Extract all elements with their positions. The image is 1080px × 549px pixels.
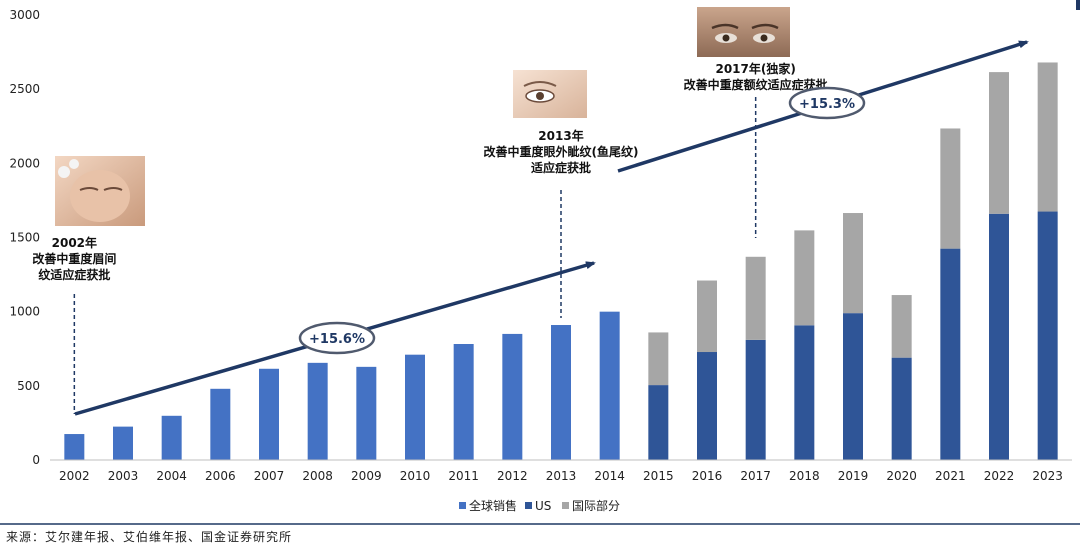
x-tick-label: 2020 [886,469,917,483]
x-tick-label: 2009 [351,469,382,483]
y-tick-label: 2500 [9,82,40,96]
bar-global-sales [210,388,231,460]
bar-us [648,385,669,460]
y-tick-label: 1000 [9,305,40,319]
x-tick-label: 2012 [497,469,528,483]
annotation-2013-line: 适应症获批 [531,160,591,175]
x-tick-label: 2016 [692,469,723,483]
y-tick-label: 3000 [9,8,40,22]
x-tick-label: 2010 [400,469,431,483]
x-tick-label: 2014 [594,469,625,483]
annotation-2002-line: 改善中重度眉间 [32,251,116,266]
x-tick-label: 2003 [108,469,139,483]
x-axis: 2002 2003 2004 2006 2007 2008 2009 2010 2011 2012… [50,459,1072,483]
legend-label-us: US [535,499,551,513]
annotation-2002-line: 纹适应症获批 [38,267,110,282]
face-photo-2013 [513,70,587,118]
x-tick-label: 2019 [838,469,869,483]
bar-global-sales [307,362,328,460]
legend-swatch-global [459,502,466,509]
source-note: 来源：艾尔建年报、艾伯维年报、国金证券研究所 [6,530,293,544]
bar-international [745,256,766,340]
bar-global-sales [599,311,620,460]
annotation-2017-line: 改善中重度额纹适应症获批 [684,77,828,92]
bar-us [940,248,961,460]
y-axis: 0 500 1000 1500 2000 2500 3000 [9,8,40,467]
bar-international [989,72,1009,214]
growth-badge-1: +15.6% [298,321,376,355]
x-tick-label: 2002 [59,469,90,483]
x-tick-label: 2004 [156,469,187,483]
annotation-2013-line: 2013年 [538,128,583,143]
x-tick-label: 2013 [546,469,577,483]
bar-global-sales [356,366,377,460]
bar-global-sales [64,434,85,460]
bar-us [1037,211,1058,460]
x-tick-label: 2021 [935,469,966,483]
legend-swatch-intl [562,502,569,509]
bar-us [794,325,815,460]
bar-us [745,339,766,460]
growth-label-2: +15.3% [799,97,855,112]
x-tick-label: 2022 [984,469,1015,483]
bar-global-sales [551,325,571,460]
y-tick-label: 500 [17,379,40,393]
bar-international [648,332,669,386]
bar-international [1037,62,1058,212]
bar-global-sales [405,354,425,460]
bar-international [794,230,815,326]
x-tick-label: 2008 [302,469,333,483]
x-tick-label: 2007 [254,469,285,483]
x-tick-label: 2017 [740,469,771,483]
face-photo-2002 [55,156,145,226]
bar-international [891,295,912,358]
face-photo-2017 [697,7,790,57]
bar-global-sales [453,344,474,460]
bar-global-sales [502,333,523,460]
bar-us [891,357,912,460]
bar-global-sales [259,368,279,460]
growth-badge-2: +15.3% [788,86,866,120]
bar-global-sales [161,415,182,460]
annotation-2017-line: 2017年(独家) [715,61,795,76]
x-tick-label: 2011 [448,469,479,483]
bars [64,62,1058,460]
bar-global-sales [113,426,133,460]
corner-mark [1076,0,1080,10]
x-tick-label: 2006 [205,469,236,483]
bar-us [843,313,863,460]
x-tick-label: 2015 [643,469,674,483]
bar-international [940,128,961,249]
y-tick-label: 2000 [9,156,40,170]
bar-international [697,280,717,353]
legend-label-intl: 国际部分 [572,498,620,513]
legend: 全球销售 US 国际部分 [459,498,620,513]
legend-swatch-us [525,502,532,509]
bar-us [989,213,1009,460]
annotation-2013-line: 改善中重度眼外眦纹(鱼尾纹) [484,144,639,159]
y-tick-label: 1500 [9,231,40,245]
legend-label-global: 全球销售 [469,498,517,513]
bar-international [843,213,863,314]
y-tick-label: 0 [32,453,40,467]
x-tick-label: 2018 [789,469,820,483]
bar-us [697,352,717,460]
annotation-2002-line: 2002年 [52,235,97,250]
x-tick-label: 2023 [1032,469,1063,483]
growth-label-1: +15.6% [309,332,365,347]
